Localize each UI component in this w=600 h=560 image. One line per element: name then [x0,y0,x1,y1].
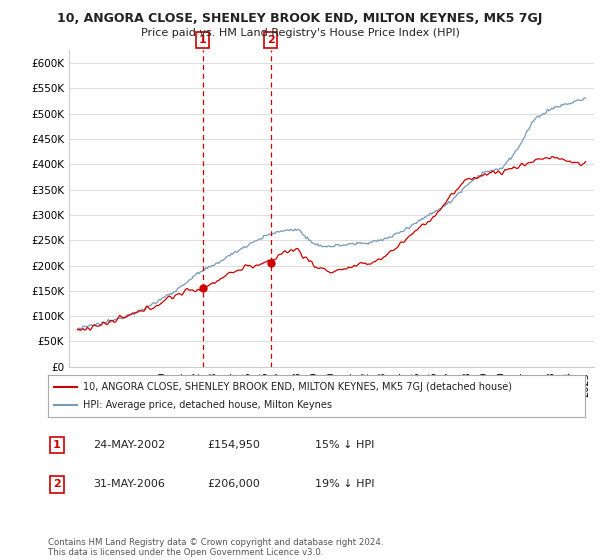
Text: £206,000: £206,000 [207,479,260,489]
Text: 24-MAY-2002: 24-MAY-2002 [93,440,165,450]
Text: Price paid vs. HM Land Registry's House Price Index (HPI): Price paid vs. HM Land Registry's House … [140,28,460,38]
Text: HPI: Average price, detached house, Milton Keynes: HPI: Average price, detached house, Milt… [83,400,332,410]
Text: 1: 1 [53,440,61,450]
Text: 10, ANGORA CLOSE, SHENLEY BROOK END, MILTON KEYNES, MK5 7GJ (detached house): 10, ANGORA CLOSE, SHENLEY BROOK END, MIL… [83,382,512,392]
Text: 2: 2 [266,35,274,45]
Text: 2: 2 [53,479,61,489]
Text: 10, ANGORA CLOSE, SHENLEY BROOK END, MILTON KEYNES, MK5 7GJ: 10, ANGORA CLOSE, SHENLEY BROOK END, MIL… [58,12,542,25]
Text: 19% ↓ HPI: 19% ↓ HPI [315,479,374,489]
Text: 15% ↓ HPI: 15% ↓ HPI [315,440,374,450]
Text: Contains HM Land Registry data © Crown copyright and database right 2024.
This d: Contains HM Land Registry data © Crown c… [48,538,383,557]
Text: 31-MAY-2006: 31-MAY-2006 [93,479,165,489]
Text: £154,950: £154,950 [207,440,260,450]
Text: 1: 1 [199,35,206,45]
